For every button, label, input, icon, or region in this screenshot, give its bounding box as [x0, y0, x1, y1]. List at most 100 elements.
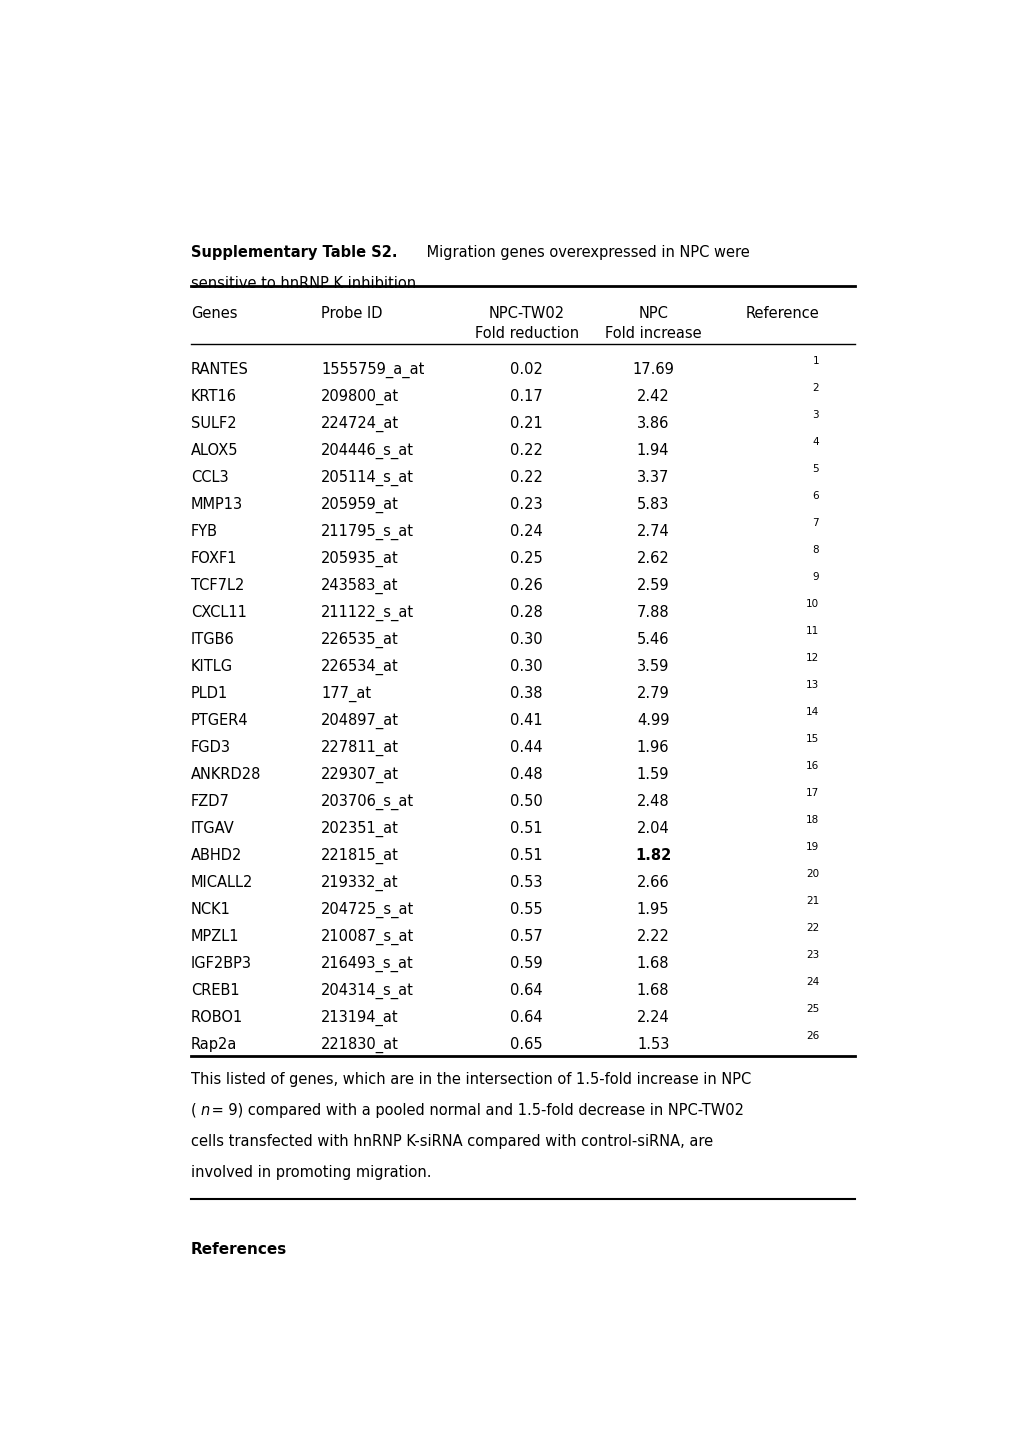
Text: MICALL2: MICALL2: [191, 874, 253, 890]
Text: 2: 2: [812, 384, 818, 394]
Text: 205935_at: 205935_at: [321, 551, 398, 567]
Text: NPC-TW02: NPC-TW02: [488, 306, 565, 322]
Text: 1.59: 1.59: [636, 768, 668, 782]
Text: 1.82: 1.82: [635, 848, 671, 863]
Text: MMP13: MMP13: [191, 496, 243, 512]
Text: 22: 22: [805, 924, 818, 934]
Text: FYB: FYB: [191, 524, 217, 540]
Text: 205959_at: 205959_at: [321, 496, 398, 514]
Text: 204314_s_at: 204314_s_at: [321, 983, 414, 999]
Text: 211122_s_at: 211122_s_at: [321, 605, 414, 622]
Text: TCF7L2: TCF7L2: [191, 579, 244, 593]
Text: 221830_at: 221830_at: [321, 1038, 398, 1053]
Text: 2.22: 2.22: [636, 929, 668, 944]
Text: FOXF1: FOXF1: [191, 551, 237, 566]
Text: FGD3: FGD3: [191, 740, 230, 755]
Text: 204897_at: 204897_at: [321, 713, 398, 729]
Text: 5.46: 5.46: [636, 632, 668, 646]
Text: 2.24: 2.24: [636, 1010, 668, 1025]
Text: 0.44: 0.44: [510, 740, 542, 755]
Text: 0.51: 0.51: [510, 821, 542, 835]
Text: 0.25: 0.25: [510, 551, 542, 566]
Text: 11: 11: [805, 626, 818, 636]
Text: 0.22: 0.22: [510, 443, 542, 457]
Text: cells transfected with hnRNP K-siRNA compared with control-siRNA, are: cells transfected with hnRNP K-siRNA com…: [191, 1134, 712, 1149]
Text: 19: 19: [805, 843, 818, 853]
Text: Fold reduction: Fold reduction: [474, 326, 578, 342]
Text: KITLG: KITLG: [191, 659, 232, 674]
Text: Fold increase: Fold increase: [604, 326, 701, 342]
Text: 14: 14: [805, 707, 818, 717]
Text: 1.94: 1.94: [636, 443, 668, 457]
Text: 0.24: 0.24: [510, 524, 542, 540]
Text: 17.69: 17.69: [632, 362, 674, 377]
Text: PLD1: PLD1: [191, 685, 228, 701]
Text: 216493_s_at: 216493_s_at: [321, 957, 414, 973]
Text: 20: 20: [805, 870, 818, 879]
Text: 9: 9: [812, 573, 818, 583]
Text: NPC: NPC: [638, 306, 667, 322]
Text: CCL3: CCL3: [191, 470, 228, 485]
Text: sensitive to hnRNP K inhibition: sensitive to hnRNP K inhibition: [191, 277, 416, 291]
Text: 0.48: 0.48: [510, 768, 542, 782]
Text: 0.64: 0.64: [510, 983, 542, 999]
Text: 2.42: 2.42: [636, 390, 668, 404]
Text: 3.37: 3.37: [637, 470, 668, 485]
Text: ITGB6: ITGB6: [191, 632, 234, 646]
Text: 5: 5: [812, 465, 818, 475]
Text: 221815_at: 221815_at: [321, 848, 398, 864]
Text: 243583_at: 243583_at: [321, 579, 398, 595]
Text: 1.53: 1.53: [637, 1038, 668, 1052]
Text: PTGER4: PTGER4: [191, 713, 248, 729]
Text: 2.79: 2.79: [636, 685, 668, 701]
Text: References: References: [191, 1241, 286, 1257]
Text: 0.64: 0.64: [510, 1010, 542, 1025]
Text: FZD7: FZD7: [191, 794, 229, 810]
Text: 0.30: 0.30: [510, 659, 542, 674]
Text: 13: 13: [805, 681, 818, 691]
Text: 204446_s_at: 204446_s_at: [321, 443, 414, 459]
Text: Genes: Genes: [191, 306, 237, 322]
Text: Migration genes overexpressed in NPC were: Migration genes overexpressed in NPC wer…: [421, 245, 749, 260]
Text: CREB1: CREB1: [191, 983, 239, 999]
Text: NCK1: NCK1: [191, 902, 230, 918]
Text: 1.96: 1.96: [636, 740, 668, 755]
Text: 0.23: 0.23: [510, 496, 542, 512]
Text: Supplementary Table S2.: Supplementary Table S2.: [191, 245, 396, 260]
Text: (: (: [191, 1102, 197, 1118]
Text: 3: 3: [812, 410, 818, 420]
Text: 1.68: 1.68: [636, 957, 668, 971]
Text: 226535_at: 226535_at: [321, 632, 398, 648]
Text: 226534_at: 226534_at: [321, 659, 398, 675]
Text: 219332_at: 219332_at: [321, 874, 398, 892]
Text: KRT16: KRT16: [191, 390, 236, 404]
Text: 227811_at: 227811_at: [321, 740, 398, 756]
Text: 0.02: 0.02: [510, 362, 542, 377]
Text: 8: 8: [812, 545, 818, 556]
Text: 202351_at: 202351_at: [321, 821, 398, 837]
Text: 0.21: 0.21: [510, 416, 542, 431]
Text: 5.83: 5.83: [637, 496, 668, 512]
Text: 7.88: 7.88: [636, 605, 668, 620]
Text: involved in promoting migration.: involved in promoting migration.: [191, 1165, 431, 1180]
Text: 0.26: 0.26: [510, 579, 542, 593]
Text: 0.28: 0.28: [510, 605, 542, 620]
Text: 26: 26: [805, 1032, 818, 1042]
Text: 1.95: 1.95: [636, 902, 668, 918]
Text: 1.68: 1.68: [636, 983, 668, 999]
Text: 0.30: 0.30: [510, 632, 542, 646]
Text: 16: 16: [805, 762, 818, 772]
Text: 10: 10: [805, 599, 818, 609]
Text: 3.59: 3.59: [637, 659, 668, 674]
Text: 213194_at: 213194_at: [321, 1010, 398, 1026]
Text: 7: 7: [812, 518, 818, 528]
Text: 12: 12: [805, 654, 818, 664]
Text: 0.22: 0.22: [510, 470, 542, 485]
Text: 18: 18: [805, 815, 818, 825]
Text: 1555759_a_at: 1555759_a_at: [321, 362, 424, 378]
Text: Reference: Reference: [745, 306, 818, 322]
Text: 0.38: 0.38: [510, 685, 542, 701]
Text: ROBO1: ROBO1: [191, 1010, 243, 1025]
Text: 203706_s_at: 203706_s_at: [321, 794, 414, 811]
Text: 2.74: 2.74: [636, 524, 668, 540]
